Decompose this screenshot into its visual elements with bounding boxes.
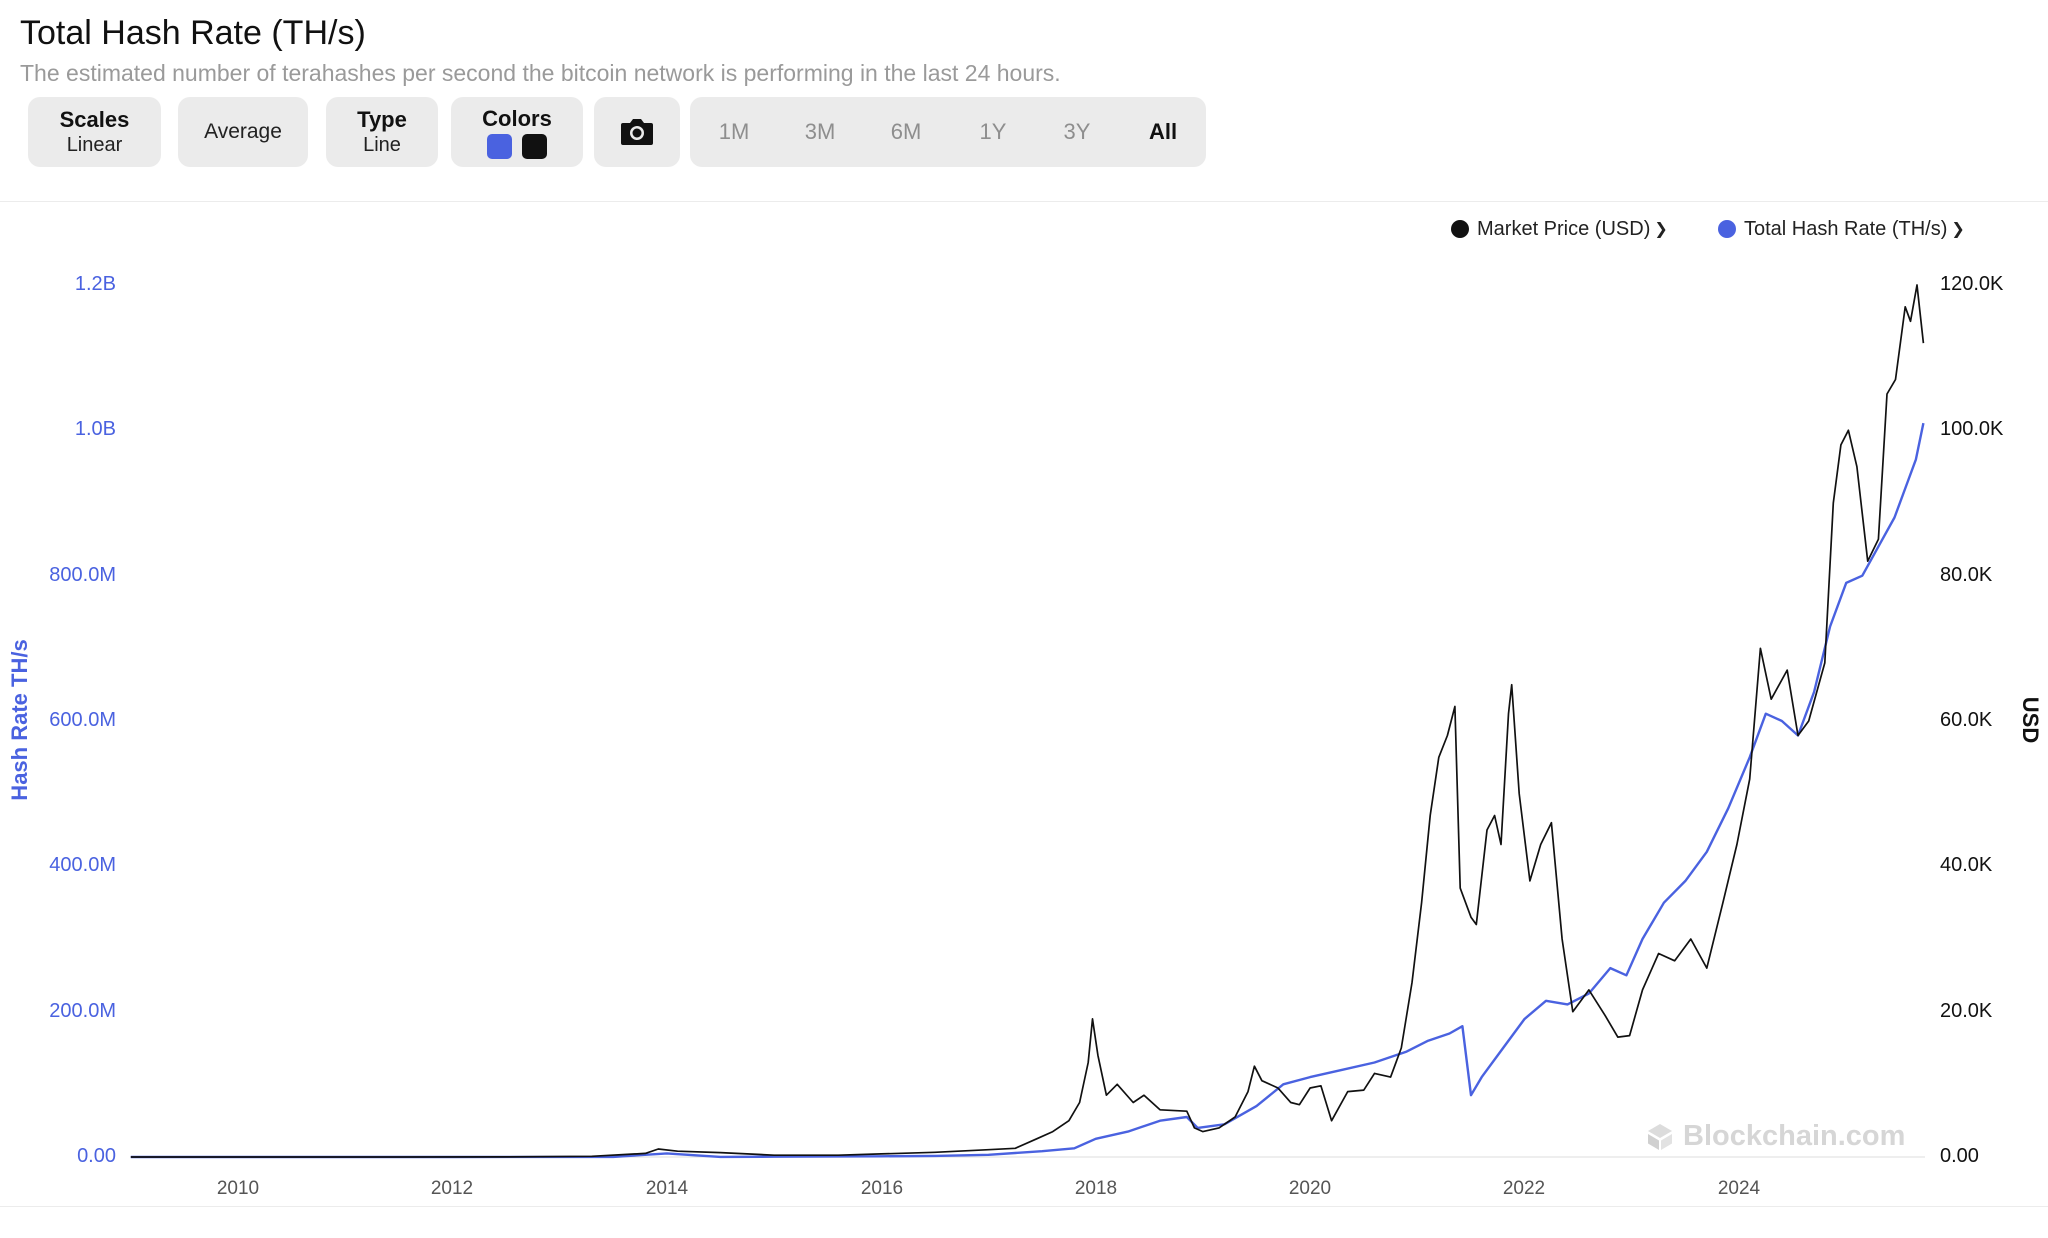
y-left-tick: 600.0M [49,709,116,731]
hash-rate-color-swatch[interactable] [487,133,512,159]
watermark: Blockchain.com [1645,1120,1905,1153]
average-label: Average [204,120,282,143]
range-6m[interactable]: 6M [890,119,922,144]
colors-button[interactable]: Colors [451,97,583,167]
y-left-tick: 800.0M [49,564,116,586]
scales-button[interactable]: Scales Linear [28,97,161,167]
y-right-tick: 120.0K [1940,273,2004,295]
y-right-tick: 0.00 [1940,1145,1979,1167]
y-left-tick: 400.0M [49,854,116,876]
market-price-series-line[interactable] [130,284,1925,1158]
legend-market-price[interactable]: Market Price (USD) ❯ [1451,214,1668,244]
range-3m[interactable]: 3M [804,119,836,144]
time-range-group: 1M 3M 6M 1Y 3Y All [690,97,1206,167]
x-tick: 2012 [430,1178,474,1199]
scales-value: Linear [66,134,123,156]
y-right-tick: 40.0K [1940,854,1993,876]
x-tick: 2018 [1074,1178,1118,1199]
x-tick: 2020 [1288,1178,1332,1199]
scales-title: Scales [59,107,130,132]
hash-rate-dot [1718,220,1736,238]
chart-title: Total Hash Rate (TH/s) [20,14,366,52]
market-price-color-swatch[interactable] [522,133,547,159]
y-right-tick: 20.0K [1940,1000,1993,1022]
range-1m[interactable]: 1M [718,119,750,144]
y-right-tick: 80.0K [1940,564,1993,586]
type-button[interactable]: Type Line [326,97,438,167]
header-divider [0,201,2048,202]
y-left-tick: 1.0B [74,418,116,440]
y-left-tick: 200.0M [49,1000,116,1022]
legend-market-price-label: Market Price (USD) [1477,217,1651,240]
type-value: Line [363,134,401,156]
y-right-tick: 100.0K [1940,418,2004,440]
average-button[interactable]: Average [178,97,308,167]
y-left-tick: 1.2B [74,273,116,295]
colors-title: Colors [482,105,552,131]
x-tick: 2016 [860,1178,904,1199]
chevron-down-icon: ❯ [1654,221,1668,238]
series-layer [130,284,1925,1159]
market-price-dot [1451,220,1469,238]
range-3y[interactable]: 3Y [1063,119,1091,144]
x-tick: 2014 [645,1178,689,1199]
x-tick: 2022 [1502,1178,1546,1199]
legend-hash-rate[interactable]: Total Hash Rate (TH/s) ❯ [1718,214,1965,244]
camera-icon [621,119,653,145]
chevron-down-icon: ❯ [1951,221,1965,238]
watermark-text: Blockchain.com [1683,1120,1906,1152]
y-left-tick: 0.00 [77,1145,116,1167]
x-tick: 2010 [216,1178,260,1199]
footer-divider [0,1206,2048,1207]
type-title: Type [357,107,407,132]
y-right-tick: 60.0K [1940,709,1993,731]
x-tick: 2024 [1717,1178,1761,1199]
blockchain-logo-icon [1648,1123,1672,1150]
legend-hash-rate-label: Total Hash Rate (TH/s) [1744,217,1948,240]
chart-subtitle: The estimated number of terahashes per s… [20,60,1061,86]
range-all[interactable]: All [1148,119,1178,144]
range-1y[interactable]: 1Y [979,119,1007,144]
hash-rate-series-line[interactable] [130,422,1925,1159]
screenshot-button[interactable] [594,97,680,167]
